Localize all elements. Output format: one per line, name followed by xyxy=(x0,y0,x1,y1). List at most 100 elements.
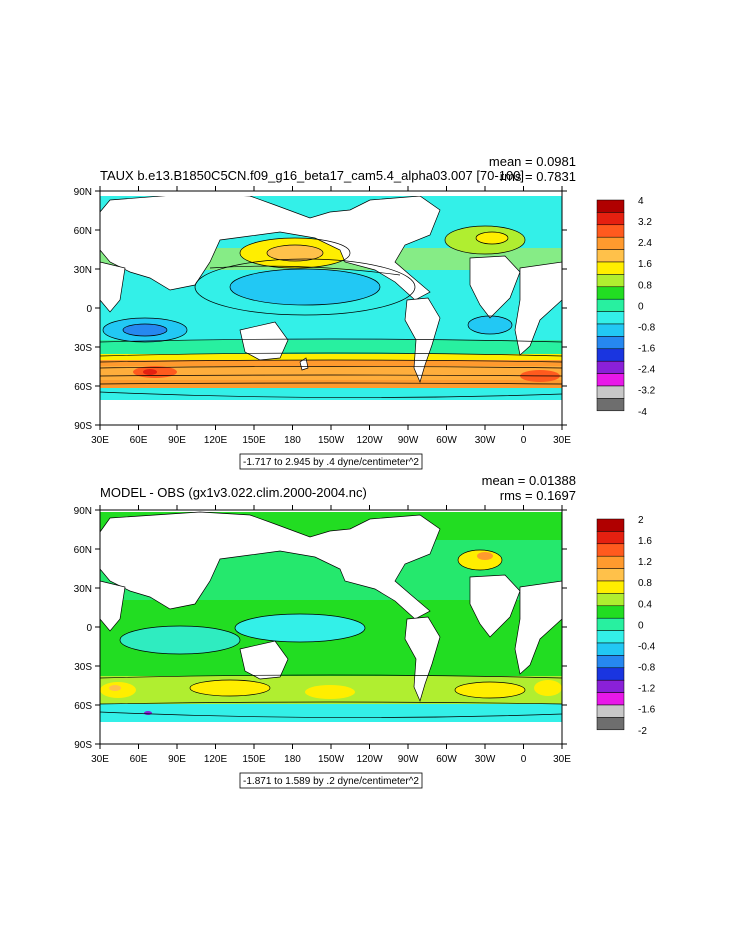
x-tick-label: 120E xyxy=(204,435,228,446)
y-tick-label: 0 xyxy=(86,304,92,315)
colorbar-swatch xyxy=(596,580,625,594)
x-tick-label: 30E xyxy=(91,754,109,765)
colorbar-swatch xyxy=(596,348,625,362)
y-tick-label: 60S xyxy=(74,701,92,712)
colorbar-label: 1.2 xyxy=(638,557,652,568)
colorbar-swatch xyxy=(596,531,625,545)
colorbar-swatch xyxy=(596,655,625,669)
panel-2-rms: rms = 0.1697 xyxy=(500,488,576,503)
colorbar-swatch xyxy=(596,249,625,263)
panel-1-rms: rms = 0.7831 xyxy=(500,169,576,184)
x-tick-label: 30E xyxy=(553,754,571,765)
panel-1-title: TAUX b.e13.B1850C5CN.f09_g16_beta17_cam5… xyxy=(100,168,524,183)
colorbar-label: 2.4 xyxy=(638,238,652,249)
colorbar-swatch xyxy=(596,555,625,569)
x-tick-label: 90W xyxy=(398,435,419,446)
x-tick-label: 150W xyxy=(318,435,345,446)
panel-2-y-tick-labels: 90N 60N 30N 0 30S 60S 90S xyxy=(74,506,93,751)
colorbar-swatch xyxy=(596,630,625,644)
x-tick-label: 90E xyxy=(168,435,186,446)
y-tick-label: 30N xyxy=(74,265,92,276)
panel-1-range-box: -1.717 to 2.945 by .4 dyne/centimeter^2 xyxy=(239,453,423,470)
x-tick-label: 60W xyxy=(436,435,457,446)
colorbar-label: 4 xyxy=(638,196,644,207)
panel-2-mean: mean = 0.01388 xyxy=(482,473,576,488)
x-tick-label: 180 xyxy=(284,435,301,446)
colorbar-label: 0 xyxy=(638,301,644,312)
panel-1-mean: mean = 0.0981 xyxy=(489,154,576,169)
x-tick-label: 180 xyxy=(284,754,301,765)
x-tick-label: 0 xyxy=(521,754,527,765)
x-tick-label: 120W xyxy=(356,754,383,765)
colorbar-swatch xyxy=(596,617,625,631)
colorbar-label: -1.6 xyxy=(638,344,656,355)
panel-1-ticks xyxy=(95,186,567,430)
colorbar-swatch xyxy=(596,199,625,213)
panel-1: TAUX b.e13.B1850C5CN.f09_g16_beta17_cam5… xyxy=(74,154,656,470)
y-tick-label: 0 xyxy=(86,623,92,634)
x-tick-label: 150W xyxy=(318,754,345,765)
colorbar-swatch xyxy=(596,323,625,337)
colorbar-label: 0.8 xyxy=(638,280,652,291)
y-tick-label: 60S xyxy=(74,382,92,393)
colorbar-swatch xyxy=(596,642,625,656)
colorbar-swatch xyxy=(596,679,625,693)
colorbar-swatch xyxy=(596,236,625,250)
colorbar-swatch xyxy=(596,518,625,532)
colorbar-swatch xyxy=(596,286,625,300)
y-tick-label: 30S xyxy=(74,662,92,673)
colorbar-label: -2 xyxy=(638,726,647,737)
panel-1-y-tick-labels: 90N 60N 30N 0 30S 60S 90S xyxy=(74,187,93,432)
panel-2-x-tick-labels: 30E 60E 90E 120E 150E 180 150W 120W 90W 60W 30W 0 30… xyxy=(91,754,571,765)
colorbar-swatch xyxy=(596,274,625,288)
x-tick-label: 90E xyxy=(168,754,186,765)
panel-2: MODEL - OBS (gx1v3.022.clim.2000-2004.nc… xyxy=(74,473,656,789)
colorbar-swatch xyxy=(596,212,625,226)
colorbar-swatch xyxy=(596,568,625,582)
colorbar-label: 0 xyxy=(638,620,644,631)
colorbar-swatch xyxy=(596,373,625,387)
y-tick-label: 90N xyxy=(74,187,92,198)
colorbar-label: 0.4 xyxy=(638,599,652,610)
colorbar-label: -1.6 xyxy=(638,705,656,716)
y-tick-label: 90S xyxy=(74,421,92,432)
colorbar-label: -0.4 xyxy=(638,641,656,652)
colorbar-swatch xyxy=(596,298,625,312)
colorbar-label: 2 xyxy=(638,515,644,526)
x-tick-label: 90W xyxy=(398,754,419,765)
colorbar-swatch xyxy=(596,667,625,681)
panel-2-title: MODEL - OBS (gx1v3.022.clim.2000-2004.nc… xyxy=(100,485,367,500)
colorbar-swatch xyxy=(596,398,625,412)
colorbar-label: -0.8 xyxy=(638,663,656,674)
x-tick-label: 60E xyxy=(130,435,148,446)
panel-2-ticks xyxy=(95,505,567,749)
colorbar-swatch xyxy=(596,692,625,706)
panel-2-colorbar xyxy=(596,518,625,731)
x-tick-label: 0 xyxy=(521,435,527,446)
colorbar-label: -0.8 xyxy=(638,322,656,333)
panel-1-colorbar-labels: 4 3.2 2.4 1.6 0.8 0 -0.8 -1.6 -2.4 -3.2 -4 xyxy=(638,196,656,418)
colorbar-swatch xyxy=(596,336,625,350)
y-tick-label: 30N xyxy=(74,584,92,595)
colorbar-label: 3.2 xyxy=(638,217,652,228)
colorbar-swatch xyxy=(596,224,625,238)
colorbar-label: 1.6 xyxy=(638,536,652,547)
panel-1-map xyxy=(99,191,563,425)
colorbar-swatch xyxy=(596,605,625,619)
panel-2-colorbar-labels: 2 1.6 1.2 0.8 0.4 0 -0.4 -0.8 -1.2 -1.6 -2 xyxy=(638,515,656,737)
x-tick-label: 30E xyxy=(91,435,109,446)
panel-2-map xyxy=(99,510,563,744)
colorbar-label: 0.8 xyxy=(638,578,652,589)
colorbar-swatch xyxy=(596,360,625,374)
panel-1-colorbar xyxy=(596,199,625,412)
y-tick-label: 30S xyxy=(74,343,92,354)
x-tick-label: 30W xyxy=(475,435,496,446)
colorbar-swatch xyxy=(596,311,625,325)
colorbar-swatch xyxy=(596,717,625,731)
colorbar-swatch xyxy=(596,261,625,275)
x-tick-label: 120W xyxy=(356,435,383,446)
y-tick-label: 90N xyxy=(74,506,92,517)
y-tick-label: 60N xyxy=(74,545,92,556)
colorbar-swatch xyxy=(596,593,625,607)
